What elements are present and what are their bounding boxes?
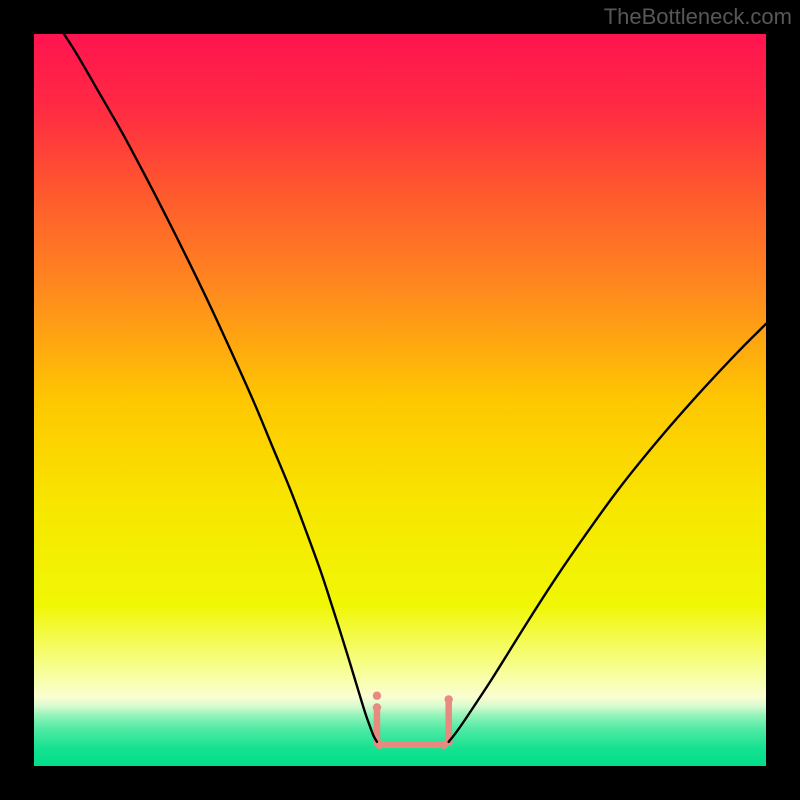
watermark-text: TheBottleneck.com [604,4,792,30]
chart-stage: { "meta": { "watermark": { "text": "TheB… [0,0,800,800]
plot-svg [34,34,766,766]
gradient-rect [34,34,766,766]
plot-area [34,34,766,766]
